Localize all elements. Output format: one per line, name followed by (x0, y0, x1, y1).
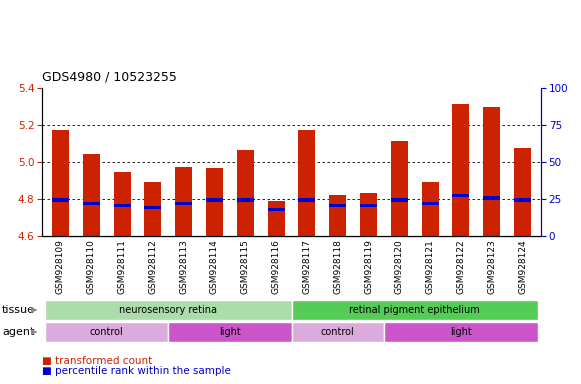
Bar (45, 322, 168, 342)
Bar (168, 322, 292, 342)
Bar (292, 322, 384, 342)
Bar (52, 198, 69, 202)
Text: GSM928111: GSM928111 (117, 239, 127, 294)
Bar (145, 182, 162, 236)
Text: GSM928114: GSM928114 (210, 239, 219, 294)
Text: GSM928122: GSM928122 (457, 239, 465, 294)
Bar (83, 154, 100, 236)
Bar (329, 195, 346, 236)
Bar (453, 104, 469, 236)
Bar (299, 198, 315, 202)
Bar (514, 148, 531, 236)
Bar (292, 300, 538, 320)
Bar (145, 206, 162, 209)
Bar (175, 167, 192, 236)
Bar (206, 198, 223, 202)
Text: ■ percentile rank within the sample: ■ percentile rank within the sample (42, 366, 231, 376)
Bar (360, 204, 377, 207)
Text: GSM928116: GSM928116 (271, 239, 281, 294)
Text: neurosensory retina: neurosensory retina (119, 305, 217, 315)
Text: tissue: tissue (2, 305, 35, 315)
Text: GSM928113: GSM928113 (179, 239, 188, 294)
Text: GSM928115: GSM928115 (241, 239, 250, 294)
Bar (329, 204, 346, 207)
Bar (237, 198, 254, 202)
Text: GSM928124: GSM928124 (518, 239, 527, 294)
Text: control: control (90, 327, 124, 337)
Text: light: light (219, 327, 241, 337)
Bar (114, 204, 131, 207)
Text: GSM928120: GSM928120 (395, 239, 404, 294)
Bar (52, 130, 69, 236)
Text: control: control (321, 327, 354, 337)
Bar (114, 172, 131, 236)
Text: GSM928110: GSM928110 (87, 239, 96, 294)
Text: retinal pigment epithelium: retinal pigment epithelium (349, 305, 480, 315)
Bar (360, 194, 377, 236)
Text: agent: agent (2, 327, 34, 337)
Text: GSM928121: GSM928121 (426, 239, 435, 294)
Bar (514, 198, 531, 202)
Bar (299, 130, 315, 236)
Bar (391, 198, 408, 202)
Text: GSM928112: GSM928112 (148, 239, 157, 294)
Text: GSM928109: GSM928109 (56, 239, 65, 294)
Bar (453, 194, 469, 197)
Bar (391, 141, 408, 236)
Text: GSM928118: GSM928118 (333, 239, 342, 294)
Text: GSM928117: GSM928117 (302, 239, 311, 294)
Text: light: light (450, 327, 472, 337)
Bar (422, 182, 439, 236)
Text: GSM928119: GSM928119 (364, 239, 373, 294)
Bar (268, 201, 285, 236)
Bar (206, 169, 223, 236)
Bar (268, 207, 285, 211)
Bar (422, 202, 439, 205)
Bar (384, 322, 538, 342)
Text: GDS4980 / 10523255: GDS4980 / 10523255 (42, 71, 177, 84)
Bar (237, 150, 254, 236)
Bar (483, 196, 500, 200)
Bar (175, 202, 192, 205)
Text: ■ transformed count: ■ transformed count (42, 356, 152, 366)
Bar (45, 300, 292, 320)
Bar (483, 108, 500, 236)
Bar (83, 202, 100, 205)
Text: GSM928123: GSM928123 (487, 239, 496, 294)
